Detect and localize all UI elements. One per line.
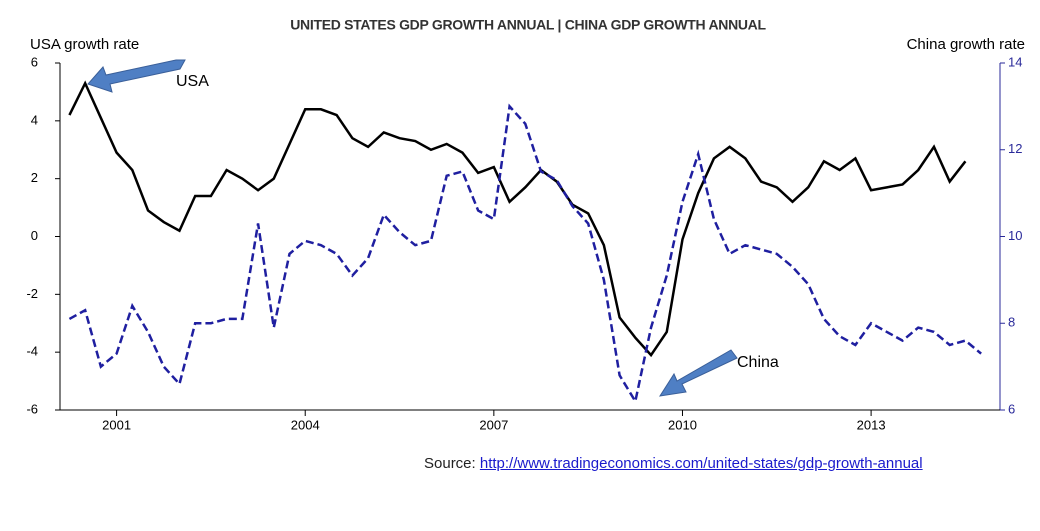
y2-tick-label: 6 (1008, 401, 1015, 416)
source: Source: http://www.tradingeconomics.com/… (424, 455, 923, 472)
x-tick-label: 2013 (857, 417, 886, 432)
x-tick-label: 2010 (668, 417, 697, 432)
series-line (68, 80, 967, 358)
y2-tick-label: 8 (1008, 315, 1015, 330)
x-tick-label: 2007 (479, 417, 508, 432)
y-tick-label: -4 (26, 344, 38, 359)
arrow (658, 349, 738, 397)
y-tick-label: 4 (31, 112, 38, 127)
chart: UNITED STATES GDP GROWTH ANNUAL | CHINA … (26, 17, 1025, 433)
y2-axis-label: China growth rate (907, 36, 1025, 53)
y-tick-label: 6 (31, 54, 38, 69)
y2-tick-label: 10 (1008, 228, 1022, 243)
x-tick-label: 2004 (291, 417, 320, 432)
annotation: China (737, 354, 779, 371)
series-line (68, 103, 982, 405)
y-tick-label: 2 (31, 170, 38, 185)
chart-title: UNITED STATES GDP GROWTH ANNUAL | CHINA … (290, 17, 766, 33)
y2-tick-label: 14 (1008, 54, 1022, 69)
y-axis-label: USA growth rate (30, 36, 139, 53)
y-tick-label: -2 (26, 286, 38, 301)
arrow (87, 59, 186, 93)
y2-tick-label: 12 (1008, 141, 1022, 156)
source-link[interactable]: http://www.tradingeconomics.com/united-s… (479, 455, 923, 472)
source-prefix: Source: (424, 455, 476, 472)
annotation: USA (176, 73, 209, 90)
y-tick-label: -6 (26, 401, 38, 416)
x-tick-label: 2001 (102, 417, 131, 432)
y-tick-label: 0 (31, 228, 38, 243)
